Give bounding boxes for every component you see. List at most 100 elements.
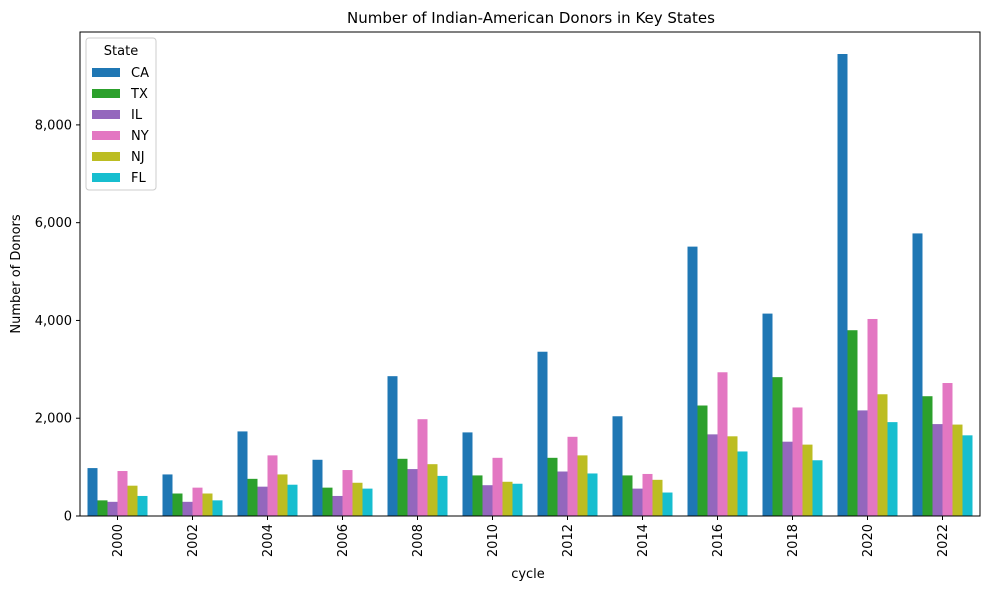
bar-fl-2010	[512, 483, 523, 516]
bar-fl-2018	[812, 460, 823, 516]
bar-fl-2022	[962, 435, 973, 516]
bar-ny-2004	[267, 455, 278, 516]
bar-il-2004	[257, 486, 268, 516]
bar-il-2016	[707, 434, 718, 516]
legend-label-ny: NY	[131, 129, 149, 144]
bar-il-2020	[857, 410, 868, 516]
bar-il-2008	[407, 469, 418, 516]
bar-ny-2002	[192, 487, 203, 516]
x-axis: 2000 2002 2004 2006 2008 2010 2012 2014 2016 2018…	[111, 516, 951, 557]
bar-ny-2006	[342, 470, 353, 516]
x-tick-label: 2000	[111, 524, 126, 557]
bar-il-2022	[932, 424, 943, 516]
legend-swatch-ca	[92, 68, 120, 77]
bar-fl-2012	[587, 473, 598, 516]
bar-tx-2008	[397, 458, 408, 516]
bar-tx-2020	[847, 330, 858, 516]
legend-label-tx: TX	[130, 87, 148, 102]
x-tick-label: 2004	[261, 524, 276, 557]
bar-nj-2018	[802, 444, 813, 516]
bar-ny-2010	[492, 457, 503, 516]
legend-label-ca: CA	[131, 66, 149, 81]
x-tick-label: 2020	[861, 524, 876, 557]
plot-frame	[79, 31, 981, 517]
bar-tx-2014	[622, 475, 633, 516]
bar-ny-2018	[792, 407, 803, 516]
bar-il-2018	[782, 441, 793, 516]
bar-nj-2016	[727, 436, 738, 516]
bar-tx-2002	[172, 493, 183, 516]
bar-il-2014	[632, 488, 643, 516]
bar-tx-2012	[547, 457, 558, 516]
bar-ny-2020	[867, 318, 878, 516]
y-axis-label: Number of Donors	[9, 214, 24, 334]
bar-fl-2002	[212, 500, 223, 516]
bar-ca-2012	[537, 351, 548, 516]
bar-nj-2000	[127, 485, 138, 516]
x-tick-label: 2006	[336, 524, 351, 557]
bar-ca-2002	[162, 474, 173, 516]
bar-tx-2018	[772, 377, 783, 516]
legend: State CA TX IL NY NJ FL	[85, 37, 157, 191]
legend-title: State	[104, 44, 138, 59]
x-tick-label: 2022	[936, 524, 951, 557]
bar-fl-2008	[437, 475, 448, 516]
bar-ca-2020	[837, 54, 848, 516]
bar-tx-2006	[322, 487, 333, 516]
bar-ca-2016	[687, 246, 698, 516]
bar-nj-2004	[277, 474, 288, 516]
bar-ny-2012	[567, 436, 578, 516]
bar-il-2006	[332, 495, 343, 516]
bar-ca-2010	[462, 432, 473, 516]
bar-fl-2020	[887, 422, 898, 516]
bar-ca-2014	[612, 416, 623, 516]
legend-label-il: IL	[131, 108, 143, 123]
bar-nj-2014	[652, 479, 663, 516]
bar-il-2012	[557, 471, 568, 516]
bar-nj-2010	[502, 481, 513, 516]
bar-ca-2018	[762, 313, 773, 516]
bar-fl-2004	[287, 484, 298, 516]
bar-nj-2006	[352, 482, 363, 516]
y-tick-label: 6,000	[35, 216, 72, 231]
bar-tx-2000	[97, 500, 108, 516]
bar-il-2010	[482, 485, 493, 516]
bar-ca-2000	[87, 468, 98, 516]
y-tick-label: 2,000	[35, 412, 72, 427]
x-tick-label: 2012	[561, 524, 576, 557]
bar-tx-2004	[247, 478, 258, 516]
x-axis-label: cycle	[511, 567, 545, 582]
y-tick-label: 8,000	[35, 118, 72, 133]
bar-fl-2006	[362, 488, 373, 516]
y-axis: 0 2,000 4,000 6,000 8,000	[35, 118, 80, 525]
bar-nj-2002	[202, 493, 213, 516]
legend-label-fl: FL	[131, 171, 146, 186]
bar-nj-2012	[577, 455, 588, 516]
bar-il-2000	[107, 501, 118, 516]
bars	[87, 54, 973, 517]
bar-ca-2004	[237, 431, 248, 516]
x-tick-label: 2016	[711, 524, 726, 557]
x-tick-label: 2018	[786, 524, 801, 557]
bar-fl-2000	[137, 495, 148, 516]
bar-fl-2014	[662, 492, 673, 516]
legend-swatch-tx	[92, 89, 120, 98]
x-tick-label: 2014	[636, 524, 651, 557]
legend-swatch-il	[92, 110, 120, 119]
bar-fl-2016	[737, 451, 748, 516]
bar-tx-2016	[697, 405, 708, 516]
bar-ny-2016	[717, 372, 728, 516]
legend-swatch-ny	[92, 131, 120, 140]
y-tick-label: 0	[64, 510, 72, 525]
bar-nj-2008	[427, 464, 438, 516]
y-tick-label: 4,000	[35, 314, 72, 329]
legend-label-nj: NJ	[131, 150, 145, 165]
x-tick-label: 2008	[411, 524, 426, 557]
bar-il-2002	[182, 501, 193, 516]
chart-title: Number of Indian-American Donors in Key …	[347, 9, 715, 27]
bar-ny-2000	[117, 471, 128, 516]
x-tick-label: 2002	[186, 524, 201, 557]
bar-nj-2020	[877, 394, 888, 516]
bar-nj-2022	[952, 424, 963, 516]
